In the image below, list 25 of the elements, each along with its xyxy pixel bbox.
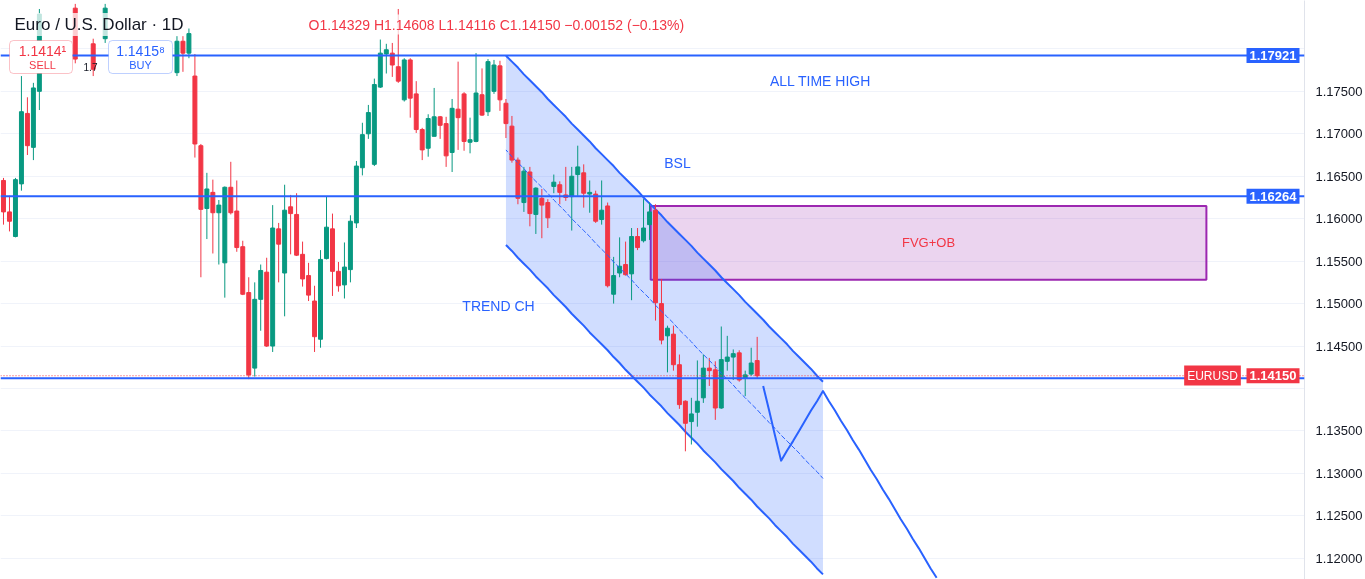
y-tick-label: 1.15500 <box>1315 253 1363 269</box>
y-tick-label: 1.13000 <box>1315 465 1363 481</box>
ref-line-label: 1.17921 <box>1249 48 1297 64</box>
y-tick-label: 1.16500 <box>1315 168 1363 184</box>
y-tick-label: 1.13500 <box>1315 423 1363 439</box>
text: O1.14329 H1.14608 L1.14116 C1.14150 −0.00152 (−0.13%) <box>308 16 685 33</box>
annotation: TREND CH <box>462 297 535 314</box>
annotation: ALL TIME HIGH <box>769 72 871 89</box>
y-tick-label: 1.17500 <box>1315 83 1363 99</box>
y-tick-label: 1.15000 <box>1315 296 1363 312</box>
annotation: 1.1414¹ <box>18 42 67 59</box>
annotation: 1.1415⁸ <box>116 42 165 59</box>
annotation: EURUSD <box>1187 368 1239 383</box>
annotation: SELL <box>29 58 56 71</box>
y-tick-label: 1.12000 <box>1315 550 1363 566</box>
ref-line-label: 1.14150 <box>1249 368 1297 384</box>
y-tick-label: 1.12500 <box>1315 508 1363 524</box>
y-tick-label: 1.17000 <box>1315 126 1363 142</box>
y-tick-label: 1.14500 <box>1315 338 1363 354</box>
annotation: BUY <box>129 58 153 71</box>
ref-line-label: 1.16264 <box>1249 188 1298 204</box>
y-tick-label: 1.16000 <box>1315 211 1363 227</box>
text: Euro / U.S. Dollar · 1D <box>14 15 184 34</box>
annotation: BSL <box>664 154 691 171</box>
band-label: FVG+OB <box>902 235 956 251</box>
